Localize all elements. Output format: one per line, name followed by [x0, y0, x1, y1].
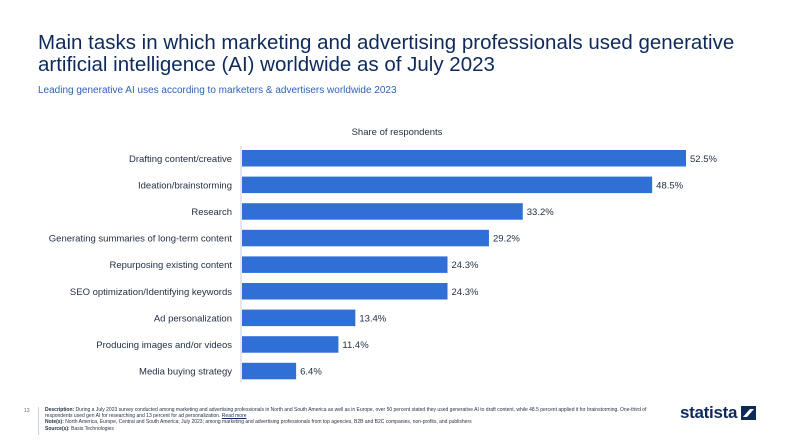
sources-label: Source(s):	[45, 425, 70, 432]
bar[interactable]	[242, 283, 448, 300]
value-label: 29.2%	[493, 234, 520, 245]
bar[interactable]	[242, 309, 356, 327]
description-line: Description: During a July 2023 survey c…	[45, 407, 665, 419]
bar[interactable]	[242, 256, 448, 273]
bar[interactable]	[242, 229, 489, 247]
value-label: 24.3%	[452, 287, 479, 298]
bar[interactable]	[242, 176, 653, 194]
notes-line: Note(s): North America, Europe, Central …	[45, 419, 665, 425]
page-subtitle: Leading generative AI uses according to …	[38, 85, 397, 96]
sources-text: Basis Technologies	[71, 425, 114, 432]
page-number: 13	[24, 408, 30, 414]
value-label: 52.5%	[690, 154, 717, 165]
category-label: Ad personalization	[154, 313, 232, 324]
notes-text: North America, Europe, Central and South…	[65, 419, 472, 426]
bar-chart: Share of respondents Drafting content/cr…	[0, 118, 796, 388]
value-label: 33.2%	[527, 207, 554, 218]
value-label: 48.5%	[656, 180, 683, 191]
footer: 13 Description: During a July 2023 surve…	[0, 398, 796, 448]
bars-group: Drafting content/creative 52.5% Ideation/b…	[49, 150, 717, 380]
statista-logo[interactable]: statista	[680, 402, 760, 424]
bar-chart-svg: Share of respondents Drafting content/cr…	[49, 127, 717, 382]
footer-notes: Description: During a July 2023 survey c…	[45, 407, 665, 432]
sources-line: Source(s): Basis Technologies	[45, 426, 665, 432]
category-label: Generating summaries of long-term conten…	[49, 234, 233, 245]
page-title: Main tasks in which marketing and advert…	[38, 31, 735, 76]
bar[interactable]	[242, 150, 686, 167]
statista-logo-icon	[741, 406, 757, 420]
bar[interactable]	[242, 336, 339, 353]
notes-label: Note(s):	[45, 419, 64, 426]
value-label: 13.4%	[359, 313, 386, 324]
footer-divider	[38, 407, 39, 435]
category-label: Producing images and/or videos	[96, 340, 232, 351]
category-label: Repurposing existing content	[109, 260, 232, 271]
axis-title: Share of respondents	[352, 127, 443, 138]
read-more-link[interactable]: Read more	[221, 413, 247, 420]
category-label: SEO optimization/Identifying keywords	[70, 287, 232, 298]
description-label: Description:	[45, 407, 75, 413]
category-label: Research	[191, 207, 232, 218]
value-label: 11.4%	[342, 340, 369, 351]
bar[interactable]	[242, 362, 297, 380]
bar[interactable]	[242, 203, 523, 220]
category-label: Media buying strategy	[139, 367, 232, 378]
category-label: Drafting content/creative	[129, 154, 232, 165]
value-label: 6.4%	[300, 367, 322, 378]
description-text: During a July 2023 survey conducted amon…	[45, 407, 647, 420]
logo-wordmark: statista	[680, 403, 738, 422]
category-label: Ideation/brainstorming	[138, 180, 232, 191]
value-label: 24.3%	[452, 260, 479, 271]
